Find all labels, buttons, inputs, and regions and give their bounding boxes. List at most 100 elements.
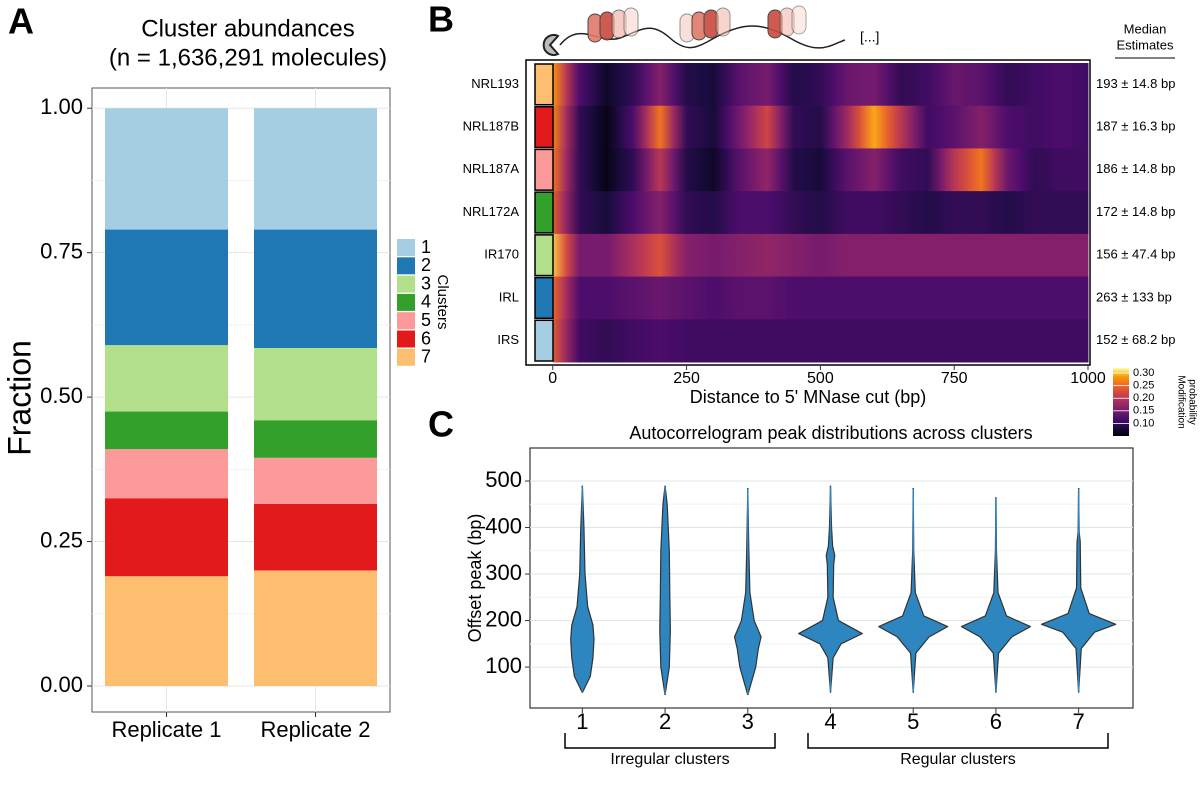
estimate-label: 186 ± 14.8 bp — [1096, 161, 1175, 176]
violin-half — [912, 487, 949, 693]
nucleosome — [623, 7, 639, 37]
row-label: NRL187B — [463, 119, 519, 134]
heatmap-cell — [940, 319, 969, 363]
heatmap-cell — [860, 63, 888, 107]
row-label: IRS — [497, 332, 519, 347]
bar-segment — [105, 108, 228, 230]
heatmap-cell — [552, 319, 567, 363]
legend-label: 3 — [421, 273, 431, 293]
heatmap-cell — [967, 319, 995, 363]
heatmap-cell — [699, 233, 728, 278]
heatmap-cell — [887, 148, 915, 192]
violin-half — [664, 485, 671, 696]
heatmap-cell — [807, 191, 835, 235]
violin-half — [570, 485, 583, 693]
heatmap-cell — [967, 191, 995, 235]
violin-half — [1040, 487, 1080, 693]
heatmap-cell — [887, 233, 915, 278]
heatmap-cell — [860, 148, 888, 192]
row-swatch — [534, 234, 554, 277]
group-label: Irregular clusters — [610, 751, 729, 768]
heatmap-cell — [967, 63, 995, 107]
heatmap-cell — [833, 63, 862, 107]
heatmap-cell — [1047, 105, 1076, 149]
y-tick-label: 400 — [485, 513, 522, 538]
heatmap-cell — [1047, 319, 1076, 363]
x-tick-label: 1 — [576, 709, 588, 734]
heatmap-cell — [566, 148, 594, 192]
heatmap-cell — [1047, 276, 1076, 320]
heatmap-cell — [699, 148, 728, 192]
heatmap-cell — [699, 276, 728, 320]
heatmap-cell — [994, 233, 1022, 278]
heatmap-cell — [860, 319, 888, 363]
x-tick-label: 500 — [807, 370, 834, 387]
legend-swatch — [397, 348, 415, 366]
heatmap-cell — [994, 276, 1022, 320]
heatmap-cell — [887, 319, 915, 363]
x-tick-label: 5 — [907, 709, 919, 734]
heatmap-cell — [1047, 63, 1076, 107]
y-axis-title: Fraction — [1, 340, 37, 456]
legend-swatch — [397, 293, 415, 311]
y-tick-label: 300 — [485, 560, 522, 585]
group-bracket — [564, 733, 776, 749]
heatmap-cell — [726, 63, 754, 107]
heatmap-cell — [1074, 63, 1089, 107]
heatmap-cell — [1074, 105, 1089, 149]
heatmap-cell — [646, 319, 674, 363]
nucleosome — [779, 7, 795, 37]
heatmap-cell — [994, 319, 1022, 363]
heatmap-cell — [833, 148, 862, 192]
heatmap-cell — [994, 63, 1022, 107]
bar-segment — [254, 348, 377, 421]
heatmap-cell — [552, 148, 567, 192]
x-tick-label: 1000 — [1070, 370, 1106, 387]
legend-label: 6 — [421, 328, 431, 348]
row-label: IRL — [499, 289, 519, 304]
heatmap-cell — [914, 233, 942, 278]
violin-half — [659, 485, 666, 696]
heatmap-cell — [833, 276, 862, 320]
estimates-title: Median — [1124, 21, 1167, 36]
estimate-label: 263 ± 133 bp — [1096, 289, 1172, 304]
heatmap-cell — [753, 63, 781, 107]
row-label: NRL187A — [463, 161, 520, 176]
row-label: NRL193 — [471, 76, 519, 91]
heatmap-cell — [994, 105, 1022, 149]
heatmap-cell — [887, 63, 915, 107]
bar-segment — [254, 457, 377, 504]
heatmap-cell — [1021, 63, 1049, 107]
legend-label: 5 — [421, 310, 431, 330]
heatmap-cell — [673, 63, 701, 107]
estimates-title: Estimates — [1116, 37, 1174, 52]
legend-label: 7 — [421, 347, 431, 367]
heatmap-cell — [673, 276, 701, 320]
bar-segment — [105, 449, 228, 499]
heatmap-cell — [1074, 148, 1089, 192]
heatmap-cell — [967, 233, 995, 278]
heatmap-cell — [914, 63, 942, 107]
heatmap-cell — [673, 191, 701, 235]
heatmap-cell — [833, 233, 862, 278]
heatmap-cell — [646, 148, 674, 192]
heatmap-cell — [592, 276, 621, 320]
heatmap-cell — [552, 233, 567, 278]
heatmap-cell — [552, 276, 567, 320]
heatmap-cell — [566, 105, 594, 149]
heatmap-cell — [780, 63, 808, 107]
heatmap-cell — [780, 191, 808, 235]
legend-swatch — [397, 239, 415, 256]
bar-segment — [105, 498, 228, 577]
heatmap-cell — [699, 63, 728, 107]
colorbar-tick-label: 0.10 — [1133, 417, 1154, 429]
mnase-icon — [542, 34, 560, 56]
row-swatch — [534, 148, 554, 191]
heatmap-cell — [552, 63, 567, 107]
row-swatch — [534, 105, 554, 149]
heatmap-cell — [619, 233, 647, 278]
heatmap-cell — [753, 148, 781, 192]
heatmap-cell — [592, 63, 621, 107]
heatmap-cell — [592, 319, 621, 363]
